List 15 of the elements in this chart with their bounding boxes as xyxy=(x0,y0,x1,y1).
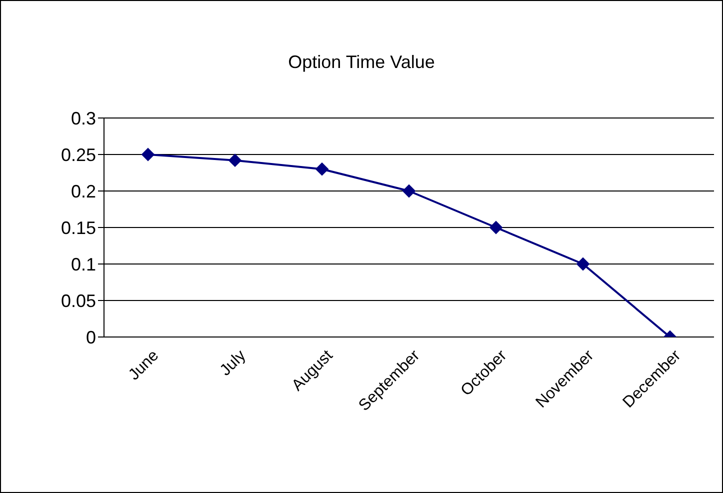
point xyxy=(142,148,154,161)
point xyxy=(228,154,242,167)
y-tick-label: 0.1 xyxy=(70,254,96,274)
y-tick-label: 0.25 xyxy=(60,144,96,165)
y-tick-label: 0.2 xyxy=(70,181,96,202)
point xyxy=(402,184,416,198)
point xyxy=(316,162,328,176)
point xyxy=(490,221,502,234)
y-tick-label: 0.3 xyxy=(70,108,96,128)
y-tick-label: 0 xyxy=(86,327,96,348)
y-tick-label: 0.15 xyxy=(60,218,96,238)
chart-title: Option Time Value xyxy=(287,52,436,73)
point xyxy=(576,258,590,270)
x-tick-label: July xyxy=(217,347,250,380)
y-tick-label: 0.05 xyxy=(60,290,96,311)
